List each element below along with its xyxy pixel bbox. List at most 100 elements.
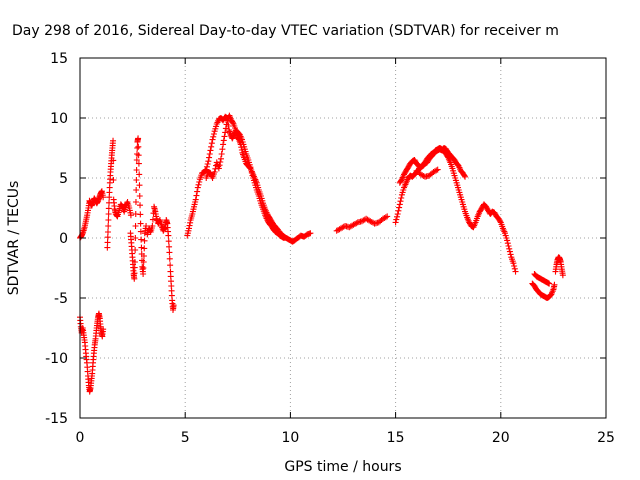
data-point [510, 260, 517, 267]
data-point [138, 244, 145, 251]
x-tick-label: 10 [281, 430, 299, 446]
data-point [506, 248, 513, 255]
data-point [220, 137, 227, 144]
data-point [396, 204, 403, 211]
data-point [140, 253, 147, 259]
y-axis-label: SDTVAR / TECUs [6, 181, 22, 296]
data-point [397, 198, 404, 205]
data-point [210, 133, 217, 140]
data-point [104, 244, 111, 251]
data-point [100, 326, 107, 333]
data-point [131, 259, 138, 265]
y-tick-label: -10 [45, 351, 68, 367]
data-point [511, 265, 518, 272]
data-point [551, 281, 558, 288]
data-point [100, 194, 107, 201]
data-point [137, 202, 144, 209]
data-point [215, 165, 222, 172]
data-point [140, 265, 147, 271]
data-point [105, 205, 112, 212]
data-point [353, 220, 360, 227]
data-point [204, 161, 211, 167]
data-point [136, 182, 143, 189]
data-point [281, 235, 288, 241]
data-point [392, 219, 399, 226]
data-point [505, 243, 512, 249]
data-point [512, 268, 519, 275]
data-point [133, 177, 140, 183]
data-point [105, 223, 112, 229]
data-point [104, 239, 111, 246]
data-point [393, 216, 400, 223]
data-point [217, 159, 224, 165]
data-point [462, 173, 469, 180]
data-point [205, 158, 212, 165]
data-point [105, 211, 112, 217]
data-point [192, 196, 199, 203]
x-tick-label: 25 [597, 430, 615, 446]
data-point [193, 192, 200, 199]
data-point [307, 230, 314, 237]
data-point [221, 133, 228, 140]
data-point [131, 275, 138, 282]
grid-lines [80, 58, 606, 418]
data-point [194, 184, 201, 191]
data-point [165, 238, 172, 245]
y-tick-label: 5 [59, 171, 68, 187]
data-point [135, 143, 142, 150]
axes: 0 5 10 15 20 25 15 10 5 0 -5 -10 -15 [45, 51, 615, 446]
data-point [222, 129, 229, 136]
data-point [461, 172, 468, 179]
data-point [384, 213, 391, 220]
data-point [504, 240, 511, 247]
data-point [382, 214, 389, 221]
x-tick-label: 0 [76, 430, 85, 446]
data-point [132, 223, 139, 229]
data-point [141, 245, 148, 252]
data-point [511, 263, 518, 269]
data-point [207, 147, 214, 154]
data-point [506, 245, 513, 252]
data-point [395, 207, 402, 214]
data-point [195, 181, 202, 188]
data-point [208, 140, 215, 147]
data-point [110, 177, 117, 183]
data-point [229, 119, 236, 126]
data-point [206, 154, 213, 161]
data-point [137, 228, 144, 235]
data-point [396, 201, 403, 208]
x-tick-label: 5 [181, 430, 190, 446]
data-point [149, 223, 156, 229]
data-point [186, 222, 193, 229]
data-point [187, 219, 194, 226]
data-point [110, 137, 117, 144]
data-point [220, 141, 227, 148]
data-point [113, 212, 120, 219]
data-point [134, 145, 141, 151]
data-point [137, 211, 144, 218]
data-point [217, 155, 224, 162]
data-point [206, 151, 213, 157]
data-point [133, 187, 140, 193]
y-tick-label: 10 [50, 111, 68, 127]
data-point [210, 131, 217, 137]
data-point [167, 262, 174, 269]
data-point [166, 249, 173, 256]
data-point [546, 280, 553, 287]
data-point [131, 270, 138, 277]
data-point [131, 264, 138, 271]
data-point [136, 171, 143, 178]
data-point [394, 211, 401, 217]
y-tick-label: 0 [59, 231, 68, 247]
data-point [133, 157, 140, 163]
data-point [248, 169, 255, 176]
x-tick-label: 15 [387, 430, 405, 446]
data-point [398, 195, 405, 201]
data-point [136, 193, 143, 199]
data-marks [77, 112, 566, 395]
data-point [140, 259, 147, 265]
data-point [135, 152, 142, 159]
data-point [507, 251, 514, 258]
x-tick-label: 20 [492, 430, 510, 446]
